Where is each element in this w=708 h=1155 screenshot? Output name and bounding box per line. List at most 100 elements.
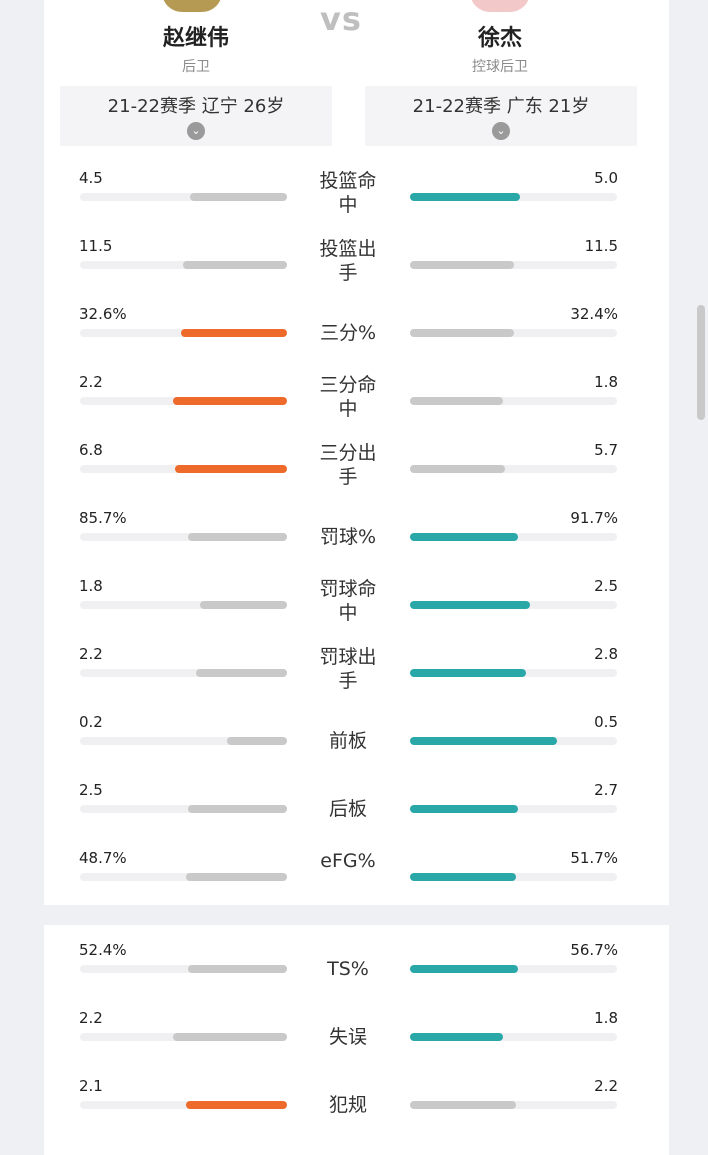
scrollbar-thumb[interactable] (697, 305, 705, 420)
stat-left-value: 48.7% (79, 849, 127, 867)
stat-right-value: 91.7% (570, 509, 618, 527)
stat-left-value: 52.4% (79, 941, 127, 959)
stat-label: 后板 (328, 798, 367, 820)
stat-left-bar (186, 873, 287, 881)
stat-right-value: 2.7 (594, 781, 618, 799)
stat-right-bar (410, 737, 557, 745)
stat-right-bar (410, 329, 514, 337)
stat-left-value: 2.1 (79, 1077, 103, 1095)
stat-label: 三分出手 (319, 442, 377, 488)
player-left-avatar[interactable] (162, 0, 222, 12)
stat-left-value: 32.6% (79, 305, 127, 323)
stat-label: 罚球% (319, 526, 377, 548)
stat-right-bar-track (410, 329, 617, 337)
stat-right-value: 51.7% (570, 849, 618, 867)
stat-right-bar (410, 1033, 503, 1041)
stat-right-value: 32.4% (570, 305, 618, 323)
stat-row: 52.4% 56.7% TS% (0, 941, 708, 1001)
chevron-down-icon: ⌄ (492, 122, 510, 140)
stat-left-value: 2.2 (79, 1009, 103, 1027)
stat-left-value: 0.2 (79, 713, 103, 731)
stat-right-bar-track (410, 669, 617, 677)
stat-right-bar (410, 533, 518, 541)
stat-left-value: 11.5 (79, 237, 113, 255)
stat-label: 三分% (319, 322, 377, 344)
stat-right-bar (410, 601, 530, 609)
stat-left-bar (175, 465, 287, 473)
stat-left-value: 1.8 (79, 577, 103, 595)
stat-row: 2.2 1.8 三分命中 (0, 373, 708, 433)
player-left-season-selector[interactable]: 21-22赛季 辽宁 26岁 ⌄ (60, 86, 332, 146)
stat-right-value: 5.0 (594, 169, 618, 187)
stat-label: TS% (327, 958, 369, 980)
stat-right-bar (410, 669, 526, 677)
stat-left-bar (188, 533, 287, 541)
stat-left-bar-track (80, 397, 287, 405)
player-left-name: 赵继伟 (162, 26, 229, 51)
stat-right-value: 5.7 (594, 441, 618, 459)
stat-right-bar-track (410, 965, 617, 973)
stat-right-value: 1.8 (594, 373, 618, 391)
stat-right-bar-track (410, 261, 617, 269)
stat-label: eFG% (320, 850, 376, 872)
player-right-name: 徐杰 (477, 26, 522, 51)
stat-left-bar-track (80, 601, 287, 609)
stat-left-value: 2.5 (79, 781, 103, 799)
stat-left-bar (173, 1033, 287, 1041)
stat-right-bar (410, 805, 518, 813)
stat-row: 2.2 2.8 罚球出手 (0, 645, 708, 705)
stat-left-bar-track (80, 533, 287, 541)
stat-left-bar-track (80, 1033, 287, 1041)
stat-left-bar (188, 805, 287, 813)
player-right-avatar[interactable] (470, 0, 530, 12)
stat-right-bar (410, 465, 505, 473)
stat-left-bar (196, 669, 287, 677)
stat-row: 2.2 1.8 失误 (0, 1009, 708, 1069)
stat-right-bar-track (410, 805, 617, 813)
stat-left-bar-track (80, 805, 287, 813)
stat-label: 三分命中 (319, 374, 377, 420)
stat-label: 前板 (328, 730, 367, 752)
stat-left-bar (188, 965, 287, 973)
stat-left-bar-track (80, 329, 287, 337)
stat-row: 0.2 0.5 前板 (0, 713, 708, 773)
stat-row: 6.8 5.7 三分出手 (0, 441, 708, 501)
stat-right-bar (410, 261, 514, 269)
stat-row: 11.5 11.5 投篮出手 (0, 237, 708, 297)
stat-right-bar (410, 397, 503, 405)
stat-right-value: 1.8 (594, 1009, 618, 1027)
stat-right-value: 0.5 (594, 713, 618, 731)
comparison-card (44, 0, 669, 905)
stat-right-bar-track (410, 873, 617, 881)
player-right-season-text: 21-22赛季 广东 21岁 (412, 96, 590, 117)
stat-row: 2.5 2.7 后板 (0, 781, 708, 841)
stat-label: 失误 (328, 1026, 367, 1048)
stat-row: 2.1 2.2 犯规 (0, 1077, 708, 1137)
stat-left-bar-track (80, 193, 287, 201)
stat-right-bar (410, 965, 518, 973)
stat-right-bar-track (410, 601, 617, 609)
stat-row: 48.7% 51.7% eFG% (0, 849, 708, 909)
stat-right-value: 56.7% (570, 941, 618, 959)
stat-left-bar (200, 601, 287, 609)
stat-left-value: 6.8 (79, 441, 103, 459)
stat-right-bar-track (410, 737, 617, 745)
stat-right-bar-track (410, 465, 617, 473)
stat-right-bar (410, 193, 520, 201)
stat-left-bar (186, 1101, 287, 1109)
player-right-position: 控球后卫 (472, 59, 528, 75)
stat-left-bar (181, 329, 287, 337)
stat-label: 投篮命中 (319, 170, 377, 216)
stat-right-bar-track (410, 193, 617, 201)
stat-left-bar-track (80, 261, 287, 269)
player-right-season-selector[interactable]: 21-22赛季 广东 21岁 ⌄ (365, 86, 637, 146)
stat-left-value: 4.5 (79, 169, 103, 187)
stat-label: 罚球命中 (319, 578, 377, 624)
stat-left-bar-track (80, 465, 287, 473)
stat-right-bar-track (410, 1101, 617, 1109)
stat-left-bar-track (80, 737, 287, 745)
stat-right-value: 11.5 (584, 237, 618, 255)
stat-right-bar-track (410, 533, 617, 541)
stat-left-bar (183, 261, 287, 269)
stat-row: 4.5 5.0 投篮命中 (0, 169, 708, 229)
